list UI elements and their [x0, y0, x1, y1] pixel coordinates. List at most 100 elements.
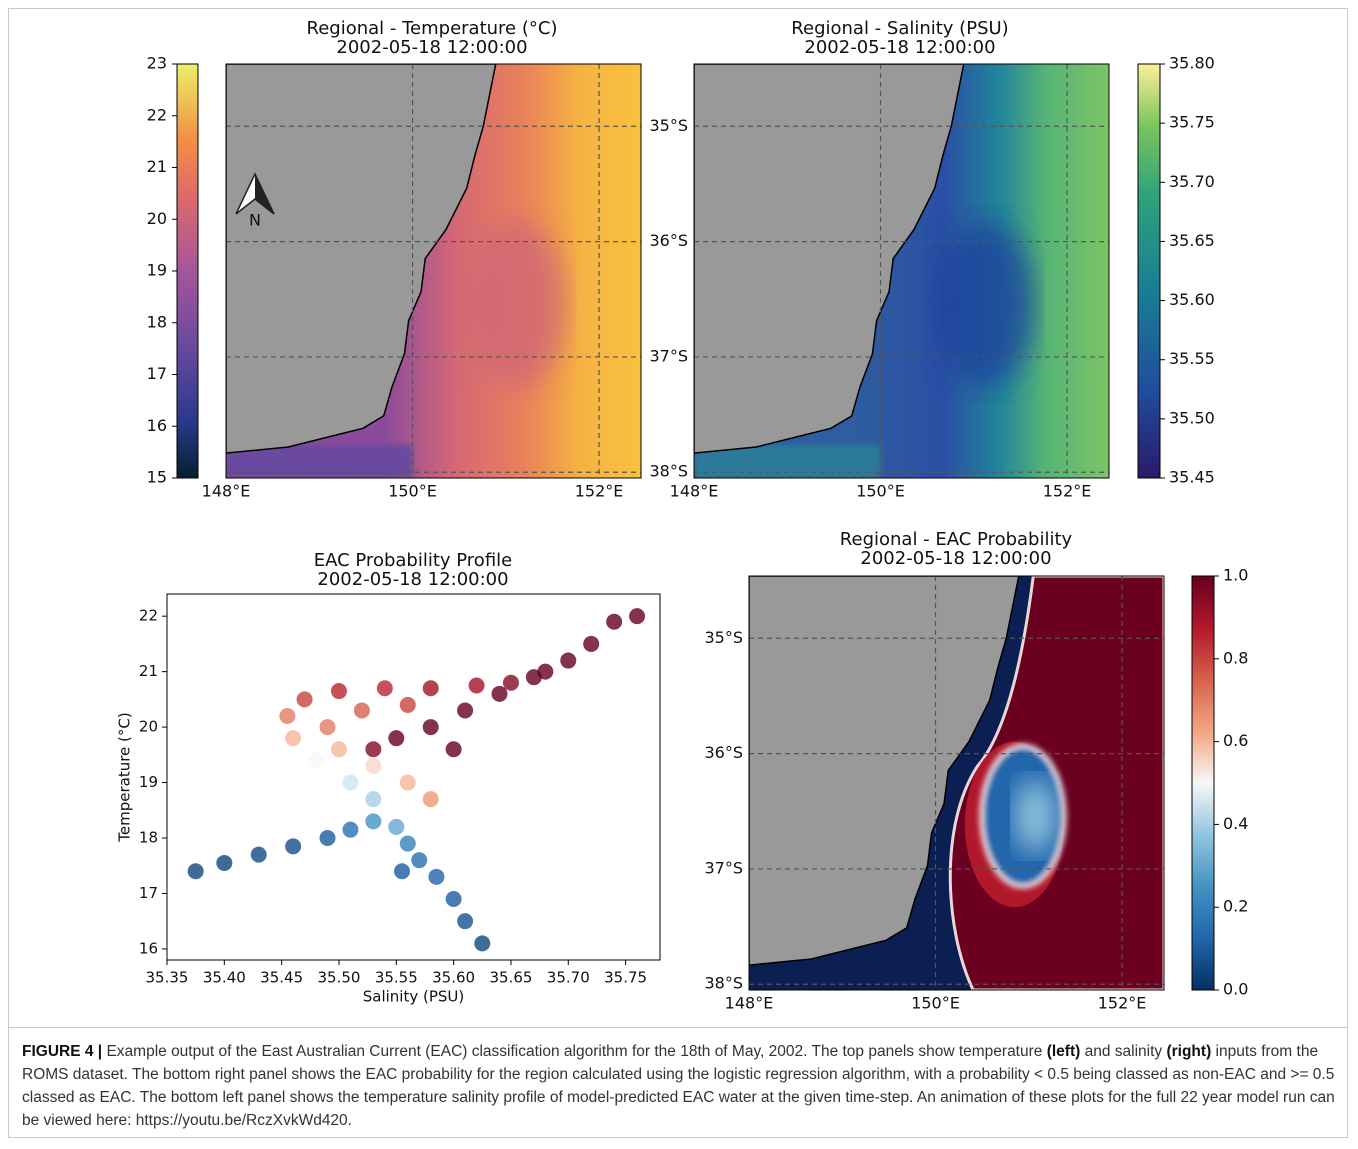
eddy [466, 221, 567, 387]
colorbar [1191, 575, 1215, 991]
chart-title: EAC Probability Profile [314, 550, 513, 571]
point [388, 730, 405, 747]
y-tick-label: 37°S [704, 858, 743, 877]
point [342, 821, 359, 838]
colorbar-tick-label: 0.2 [1223, 897, 1248, 916]
point [422, 680, 439, 697]
point [422, 791, 439, 808]
axes-frame [225, 63, 642, 479]
point [428, 868, 445, 885]
axes-frame [166, 593, 661, 961]
colorbar-tick-label: 35.55 [1169, 349, 1215, 368]
chart-title: Regional - Temperature (°C) [307, 18, 558, 39]
point [279, 708, 296, 724]
compass-label: N [249, 211, 261, 230]
point [285, 838, 302, 855]
point [537, 663, 554, 680]
chart-subtitle: 2002-05-18 12:00:00 [860, 548, 1051, 569]
x-tick-label: 35.40 [203, 969, 246, 987]
colorbar-tick-label: 0.8 [1223, 648, 1248, 667]
point [606, 613, 623, 630]
x-tick-label: 35.65 [489, 969, 532, 987]
land [226, 64, 497, 454]
colorbar-tick-label: 35.70 [1169, 172, 1215, 191]
point [353, 702, 370, 719]
x-tick-label: 150°E [911, 994, 960, 1013]
caption-label: FIGURE 4 | [22, 1043, 103, 1060]
eddy [934, 221, 1035, 387]
colorbar-tick-label: 0.0 [1223, 980, 1248, 999]
colorbar [176, 63, 199, 479]
colorbar-tick-label: 20 [147, 209, 167, 228]
y-tick-label: 18 [139, 829, 158, 847]
colorbar [1137, 63, 1161, 479]
colorbar-tick-label: 35.75 [1169, 113, 1215, 132]
chart-title: Regional - EAC Probability [840, 529, 1073, 550]
point [399, 835, 416, 852]
colorbar-tick-label: 22 [147, 105, 167, 124]
point [394, 863, 411, 880]
point [365, 791, 382, 808]
land [694, 64, 965, 454]
point [399, 774, 416, 791]
point [285, 730, 302, 747]
caption-bold: (left) [1046, 1043, 1081, 1060]
colorbar-tick-label: 17 [147, 364, 167, 383]
chart-subtitle: 2002-05-18 12:00:00 [336, 37, 527, 58]
caption: FIGURE 4 | Example output of the East Au… [22, 1040, 1338, 1132]
colorbar-tick-label: 19 [147, 261, 167, 280]
y-tick-label: 21 [139, 662, 158, 680]
x-tick-label: 152°E [1098, 994, 1147, 1013]
point [445, 891, 462, 907]
y-tick-label: 38°S [704, 974, 743, 993]
x-tick-label: 148°E [202, 482, 251, 501]
map-area [749, 576, 1164, 990]
point [411, 852, 428, 869]
x-tick-label: 35.45 [260, 969, 303, 987]
point [388, 818, 405, 835]
chart-title: Regional - Salinity (PSU) [791, 18, 1008, 39]
colorbar-tick-label: 1.0 [1223, 566, 1248, 585]
point [365, 741, 382, 758]
y-tick-label: 35°S [704, 628, 743, 647]
colorbar-tick-label: 35.60 [1169, 290, 1215, 309]
point [399, 696, 416, 713]
y-axis-label: Temperature (°C) [116, 712, 134, 842]
caption-text: inputs from the ROMS dataset. The bottom… [22, 1043, 1335, 1129]
colorbar-tick-label: 0.4 [1223, 814, 1248, 833]
colorbar-tick-label: 35.50 [1169, 408, 1215, 427]
x-tick-label: 150°E [856, 482, 905, 501]
colorbar-tick-label: 15 [147, 468, 167, 487]
x-tick-label: 35.50 [318, 969, 361, 987]
y-tick-label: 38°S [649, 462, 688, 481]
x-tick-label: 35.60 [432, 969, 475, 987]
point [308, 752, 325, 769]
point [629, 608, 646, 625]
point [376, 680, 393, 697]
colorbar-tick-label: 16 [147, 416, 167, 435]
map-area [694, 64, 1109, 478]
point [502, 674, 519, 691]
x-tick-label: 35.35 [146, 969, 189, 987]
x-tick-label: 148°E [725, 994, 774, 1013]
figure: 148°E 150°E 152°E N 15 16 17 18 19 20 21 22 23 Region… [116, 18, 1249, 1013]
point [560, 652, 577, 669]
colorbar-tick-label: 35.45 [1169, 468, 1215, 487]
point [319, 719, 336, 736]
y-tick-label: 17 [139, 884, 158, 902]
point [457, 913, 474, 930]
point [330, 683, 347, 700]
eddy-core [1014, 778, 1057, 854]
colorbar-tick-label: 18 [147, 312, 167, 331]
point [583, 635, 600, 652]
colorbar-tick-label: 35.80 [1169, 54, 1215, 73]
point [468, 677, 485, 694]
point [250, 846, 267, 863]
caption-bold: (right) [1166, 1043, 1212, 1060]
point [296, 691, 313, 708]
y-tick-label: 37°S [649, 346, 688, 365]
point [365, 757, 382, 774]
axes-frame [748, 575, 1165, 991]
point [216, 854, 233, 871]
point [187, 863, 204, 880]
